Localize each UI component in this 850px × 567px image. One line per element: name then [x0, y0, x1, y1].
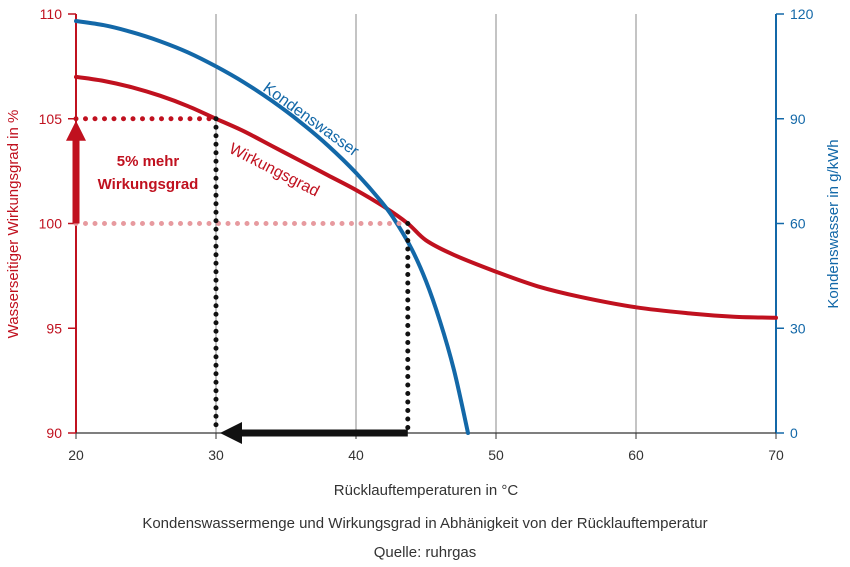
x-tick-label: 30	[208, 447, 224, 463]
ticks: 20 30 40 50 60 70 90 95 100 105 110 0 30 60 90 120	[39, 6, 814, 463]
y-right-tick-label: 90	[790, 111, 806, 127]
y-right-tick-label: 60	[790, 216, 806, 232]
y-left-tick-label: 95	[46, 320, 62, 336]
series-line-kondenswasser	[74, 19, 470, 435]
y-right-tick-label: 120	[790, 6, 814, 22]
chart-source: Quelle: ruhrgas	[374, 544, 477, 561]
x-tick-label: 40	[348, 447, 364, 463]
series-label-wirkungsgrad: Wirkungsgrad	[226, 140, 322, 200]
series-line-wirkungsgrad	[74, 74, 778, 320]
x-tick-label: 60	[628, 447, 644, 463]
x-tick-label: 70	[768, 447, 784, 463]
y-right-axis-title: Kondenswasser in g/kWh	[825, 139, 842, 308]
gain-arrow-head	[66, 120, 86, 141]
y-left-tick-label: 90	[46, 425, 62, 441]
temp-arrow-head	[220, 422, 242, 444]
y-right-tick-label: 0	[790, 425, 798, 441]
chart-caption: Kondenswassermenge und Wirkungsgrad in A…	[142, 515, 707, 532]
y-left-tick-label: 100	[39, 216, 63, 232]
gain-label-line2: Wirkungsgrad	[98, 176, 199, 193]
y-right-tick-label: 30	[790, 320, 806, 336]
x-tick-label: 50	[488, 447, 504, 463]
y-left-axis-title: Wasserseitiger Wirkungsgrad in %	[5, 110, 22, 339]
x-tick-label: 20	[68, 447, 84, 463]
x-axis-title: Rücklauftemperaturen in °C	[334, 482, 519, 499]
y-left-tick-label: 105	[39, 111, 63, 127]
annotation-guides	[66, 116, 411, 444]
gain-label-line1: 5% mehr	[117, 153, 180, 170]
grid-lines	[215, 14, 637, 433]
y-left-tick-label: 110	[40, 6, 63, 22]
